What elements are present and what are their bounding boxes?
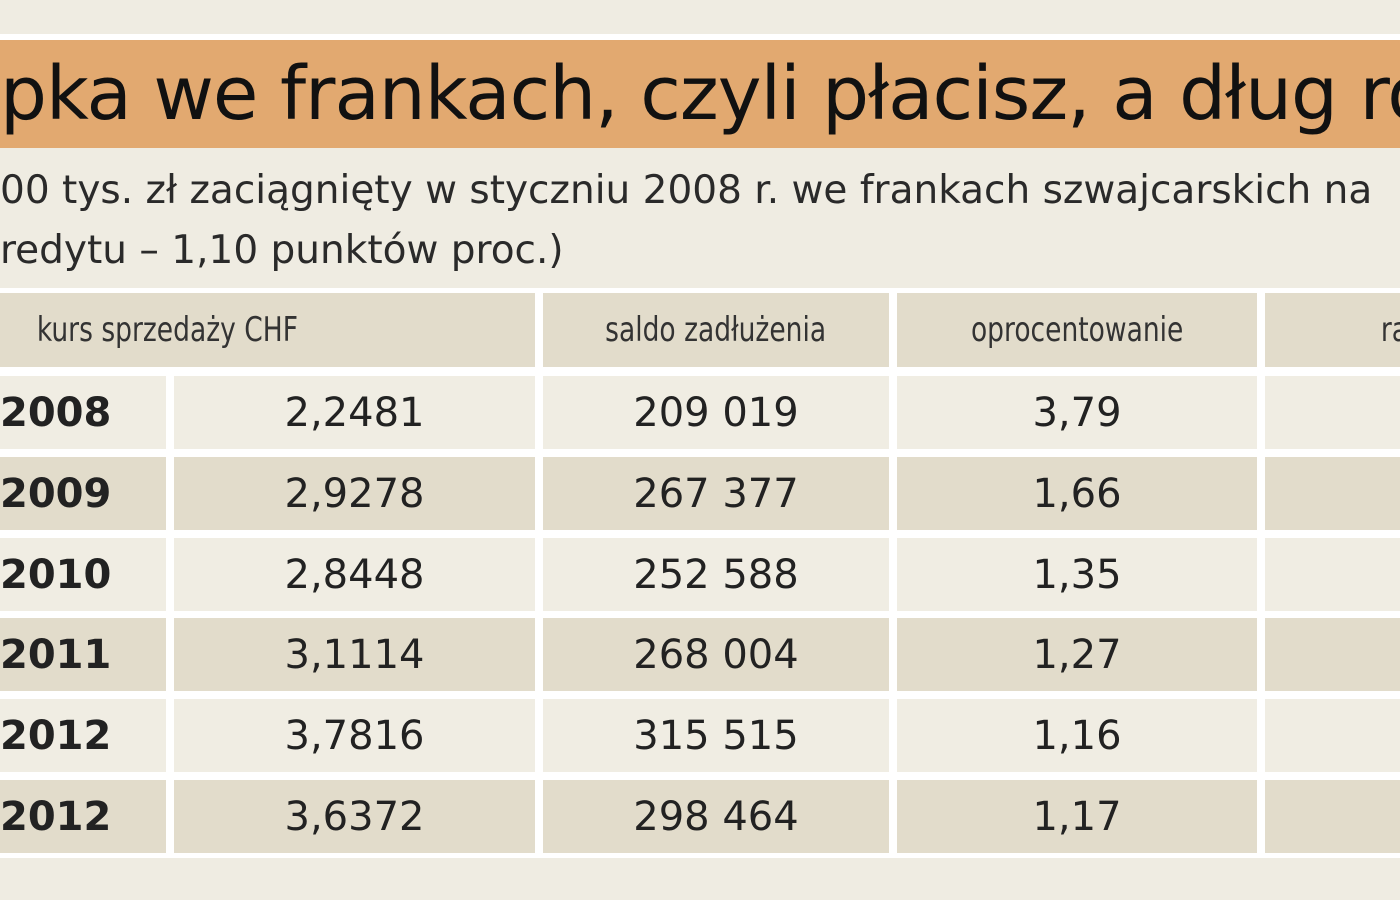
header-text: kurs sprzedaży CHF	[36, 310, 298, 350]
table-cell	[1265, 376, 1400, 449]
table-cell	[1265, 457, 1400, 530]
table-cell	[1265, 780, 1400, 853]
table-cell: 1,27	[897, 618, 1257, 691]
table-cell: 2,8448	[174, 538, 535, 611]
header-text: saldo zadłużenia	[605, 310, 827, 350]
row-year: 2011	[0, 618, 166, 691]
column-header: oprocentowanie	[897, 293, 1257, 367]
table-cell: 1,17	[897, 780, 1257, 853]
row-year: 2008	[0, 376, 166, 449]
header-text: oprocentowanie	[970, 310, 1184, 350]
table-cell: 315 515	[543, 699, 889, 772]
table-cell: 252 588	[543, 538, 889, 611]
header-text: ra	[1380, 310, 1400, 350]
table-cell: 298 464	[543, 780, 889, 853]
column-header: kurs sprzedaży CHF	[0, 293, 535, 367]
table-cell: 2,2481	[174, 376, 535, 449]
column-header: ra	[1265, 293, 1400, 367]
column-header: saldo zadłużenia	[543, 293, 889, 367]
row-year: 2012	[0, 699, 166, 772]
table-cell: 3,79	[897, 376, 1257, 449]
table-cell: 267 377	[543, 457, 889, 530]
table-cell	[1265, 699, 1400, 772]
divider	[0, 34, 1400, 40]
title-band	[0, 40, 1400, 148]
row-year: 2012	[0, 780, 166, 853]
table-cell: 1,35	[897, 538, 1257, 611]
table-cell: 209 019	[543, 376, 889, 449]
table-cell: 2,9278	[174, 457, 535, 530]
table-cell: 3,1114	[174, 618, 535, 691]
subtitle: 00 tys. zł zaciągnięty w styczniu 2008 r…	[0, 168, 1373, 213]
title: pka we frankach, czyli płacisz, a dług r…	[0, 51, 1400, 137]
table-cell	[1265, 618, 1400, 691]
row-year: 2009	[0, 457, 166, 530]
subtitle: redytu – 1,10 punktów proc.)	[0, 228, 564, 273]
table-cell: 1,66	[897, 457, 1257, 530]
table-cell: 3,6372	[174, 780, 535, 853]
table-cell: 3,7816	[174, 699, 535, 772]
table-cell	[1265, 538, 1400, 611]
row-year: 2010	[0, 538, 166, 611]
table-cell: 1,16	[897, 699, 1257, 772]
table-cell: 268 004	[543, 618, 889, 691]
